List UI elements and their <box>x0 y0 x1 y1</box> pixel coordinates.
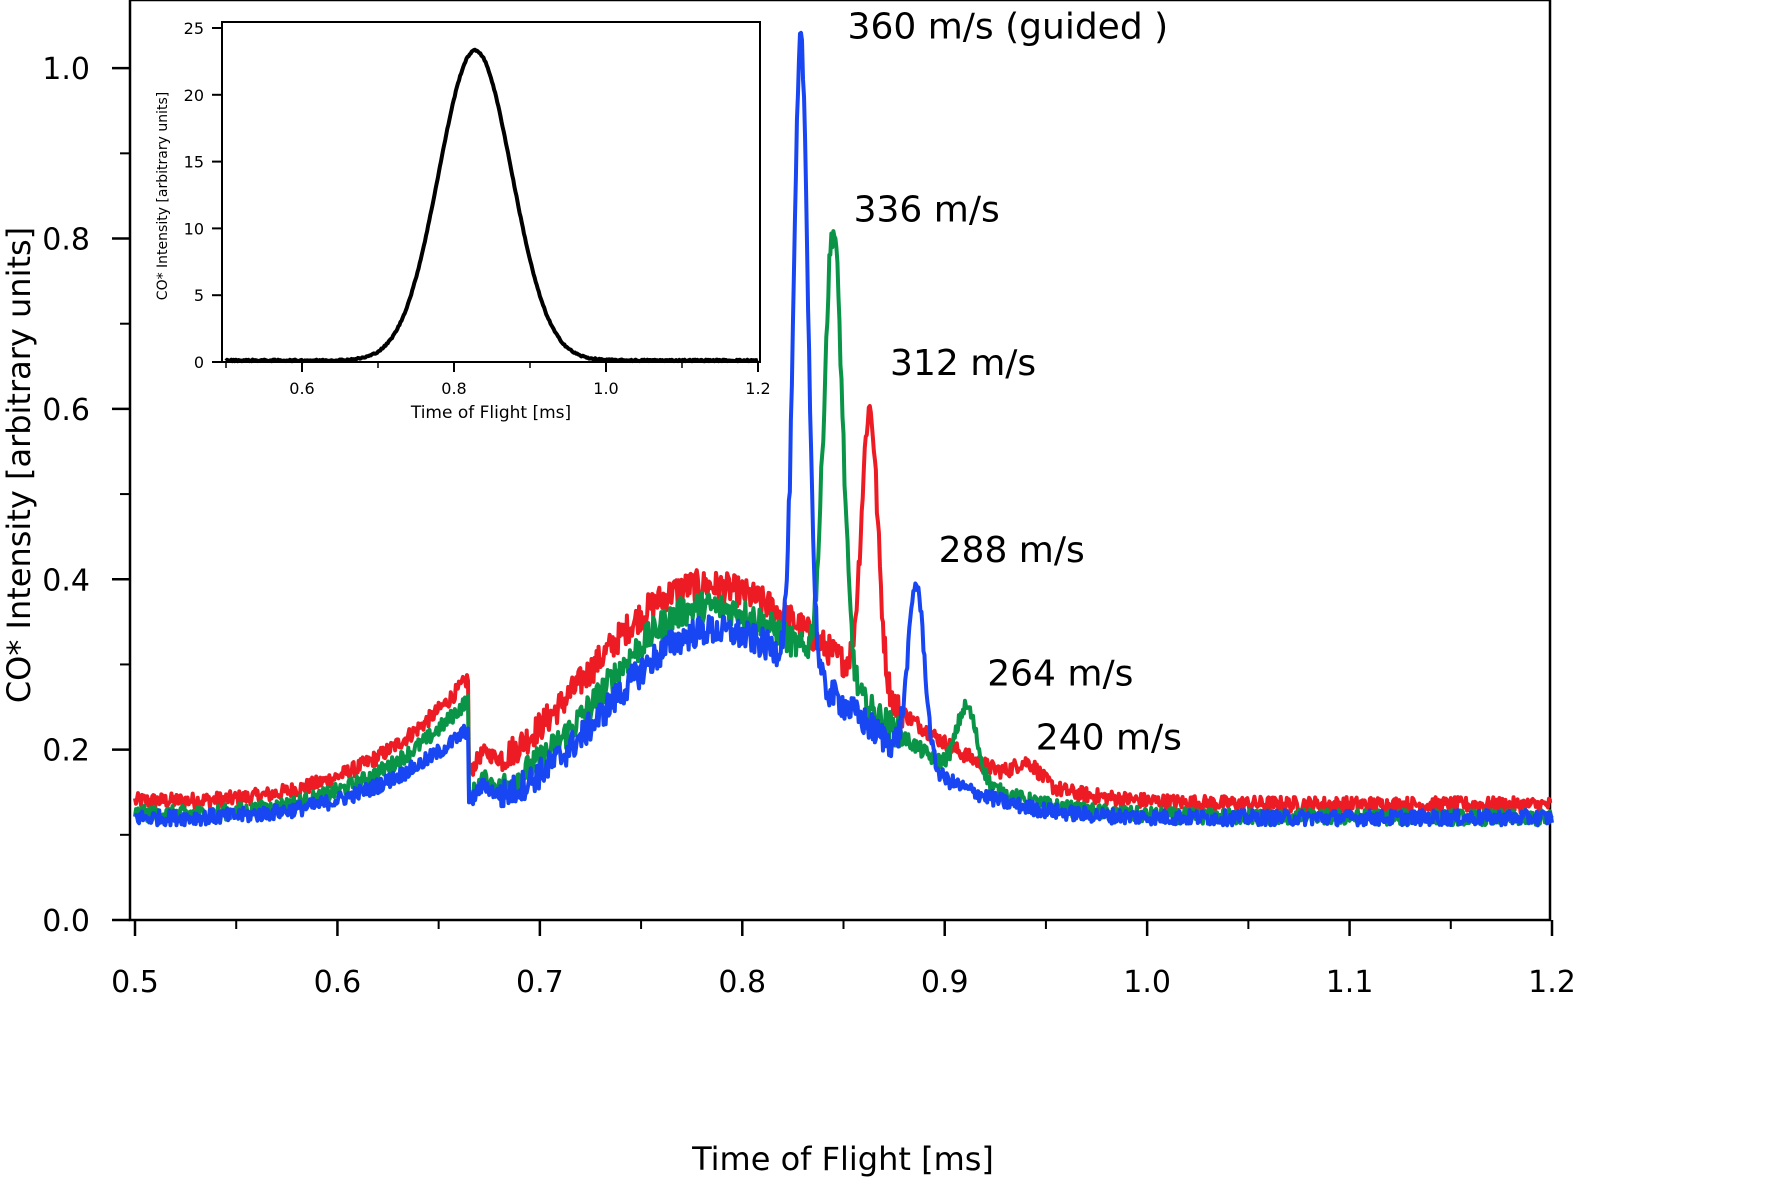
y-axis-title: CO* Intensity [arbitrary units] <box>0 227 38 703</box>
inset-series <box>224 47 759 364</box>
x-tick-label: 1.2 <box>1528 965 1576 1000</box>
x-axis-title: Time of Flight [ms] <box>691 1140 994 1178</box>
x-tick-label: 0.7 <box>516 965 564 1000</box>
y-tick-label: 0.8 <box>42 223 90 258</box>
main-x-ticks: 0.5 0.6 0.7 0.8 0.9 1.0 1.1 1.2 <box>111 920 1576 1000</box>
main-plot-frame <box>128 0 1552 922</box>
x-tick-label: 1.0 <box>1123 965 1171 1000</box>
series-line-red <box>133 403 1553 815</box>
inset-x-tick-label: 1.2 <box>745 379 770 398</box>
y-tick-label: 0.4 <box>42 563 90 598</box>
inset-y-axis-title: CO* Intensity [arbitrary units] <box>155 92 171 300</box>
peak-annotation: 264 m/s <box>987 654 1133 695</box>
x-tick-label: 1.1 <box>1326 965 1374 1000</box>
x-tick-label: 0.5 <box>111 965 159 1000</box>
inset-x-tick-label: 0.6 <box>289 379 314 398</box>
inset-series-line <box>224 47 759 364</box>
main-annotations: 360 m/s (guided ) 336 m/s 312 m/s 288 m/s 26… <box>848 6 1182 758</box>
y-tick-label: 1.0 <box>42 52 90 87</box>
y-tick-label: 0.2 <box>42 734 90 769</box>
inset-y-ticks: 0 5 10 15 20 25 <box>184 19 222 372</box>
inset-plot-frame <box>221 21 761 363</box>
main-y-ticks: 0.0 0.2 0.4 0.6 0.8 1.0 <box>42 52 130 939</box>
inset-y-tick-label: 15 <box>184 153 204 172</box>
inset-x-tick-label: 0.8 <box>441 379 466 398</box>
inset-x-tick-label: 1.0 <box>593 379 618 398</box>
peak-annotation: 312 m/s <box>890 343 1036 384</box>
inset-x-ticks: 0.6 0.8 1.0 1.2 <box>225 362 771 398</box>
peak-annotation: 360 m/s (guided ) <box>848 6 1169 47</box>
inset-y-tick-label: 25 <box>184 19 204 38</box>
inset-x-axis-title: Time of Flight [ms] <box>410 403 571 423</box>
x-tick-label: 0.8 <box>718 965 766 1000</box>
peak-annotation: 336 m/s <box>854 189 1000 230</box>
y-tick-label: 0.0 <box>42 904 90 939</box>
y-tick-label: 0.6 <box>42 393 90 428</box>
x-tick-label: 0.6 <box>314 965 362 1000</box>
peak-annotation: 240 m/s <box>1036 718 1182 759</box>
peak-annotation: 288 m/s <box>939 530 1085 571</box>
inset-y-tick-label: 0 <box>194 353 204 372</box>
inset-y-tick-label: 5 <box>194 286 204 305</box>
series-line-blue <box>133 30 1554 828</box>
main-series <box>133 30 1554 828</box>
inset-y-tick-label: 10 <box>184 219 204 238</box>
inset-y-tick-label: 20 <box>184 86 204 105</box>
x-tick-label: 0.9 <box>921 965 969 1000</box>
